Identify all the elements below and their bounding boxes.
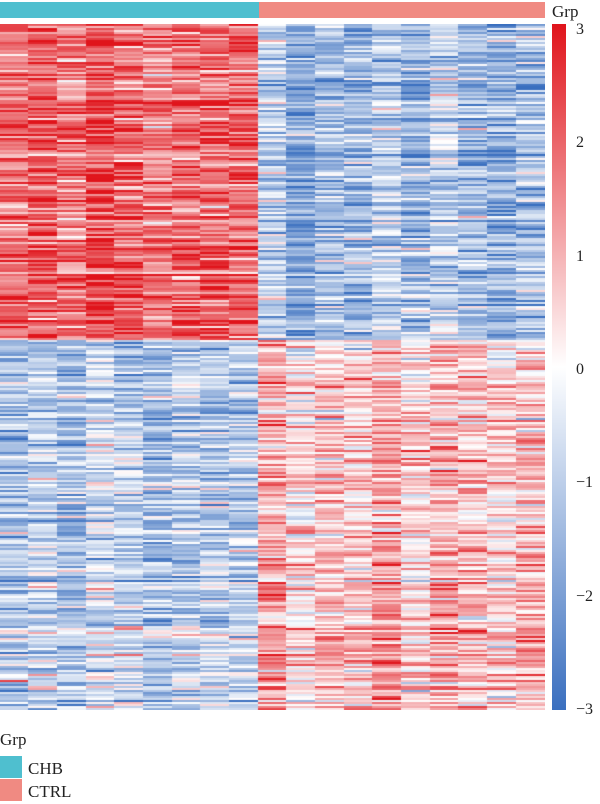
heatmap-matrix [0,24,545,710]
legend-swatch-ctrl [0,779,22,801]
colorbar [552,24,566,710]
legend-label-chb: CHB [28,759,63,778]
group-annotation-chb [0,2,259,18]
colorbar-tick-label: −3 [576,701,594,718]
legend-swatch-chb [0,756,22,778]
colorbar-tick-label: 2 [576,134,584,152]
colorbar-tick-label: −1 [576,474,594,492]
group-annotation-ctrl [259,2,545,18]
colorbar-tick-label: 3 [576,21,584,38]
colorbar-tick-label: −2 [576,587,594,605]
legend-title: Grp [0,730,27,749]
colorbar-tick-label: 1 [576,247,584,265]
colorbar-tick-label: 0 [576,361,584,378]
annotation-label: Grp [552,2,579,21]
legend-label-ctrl: CTRL [28,782,72,801]
